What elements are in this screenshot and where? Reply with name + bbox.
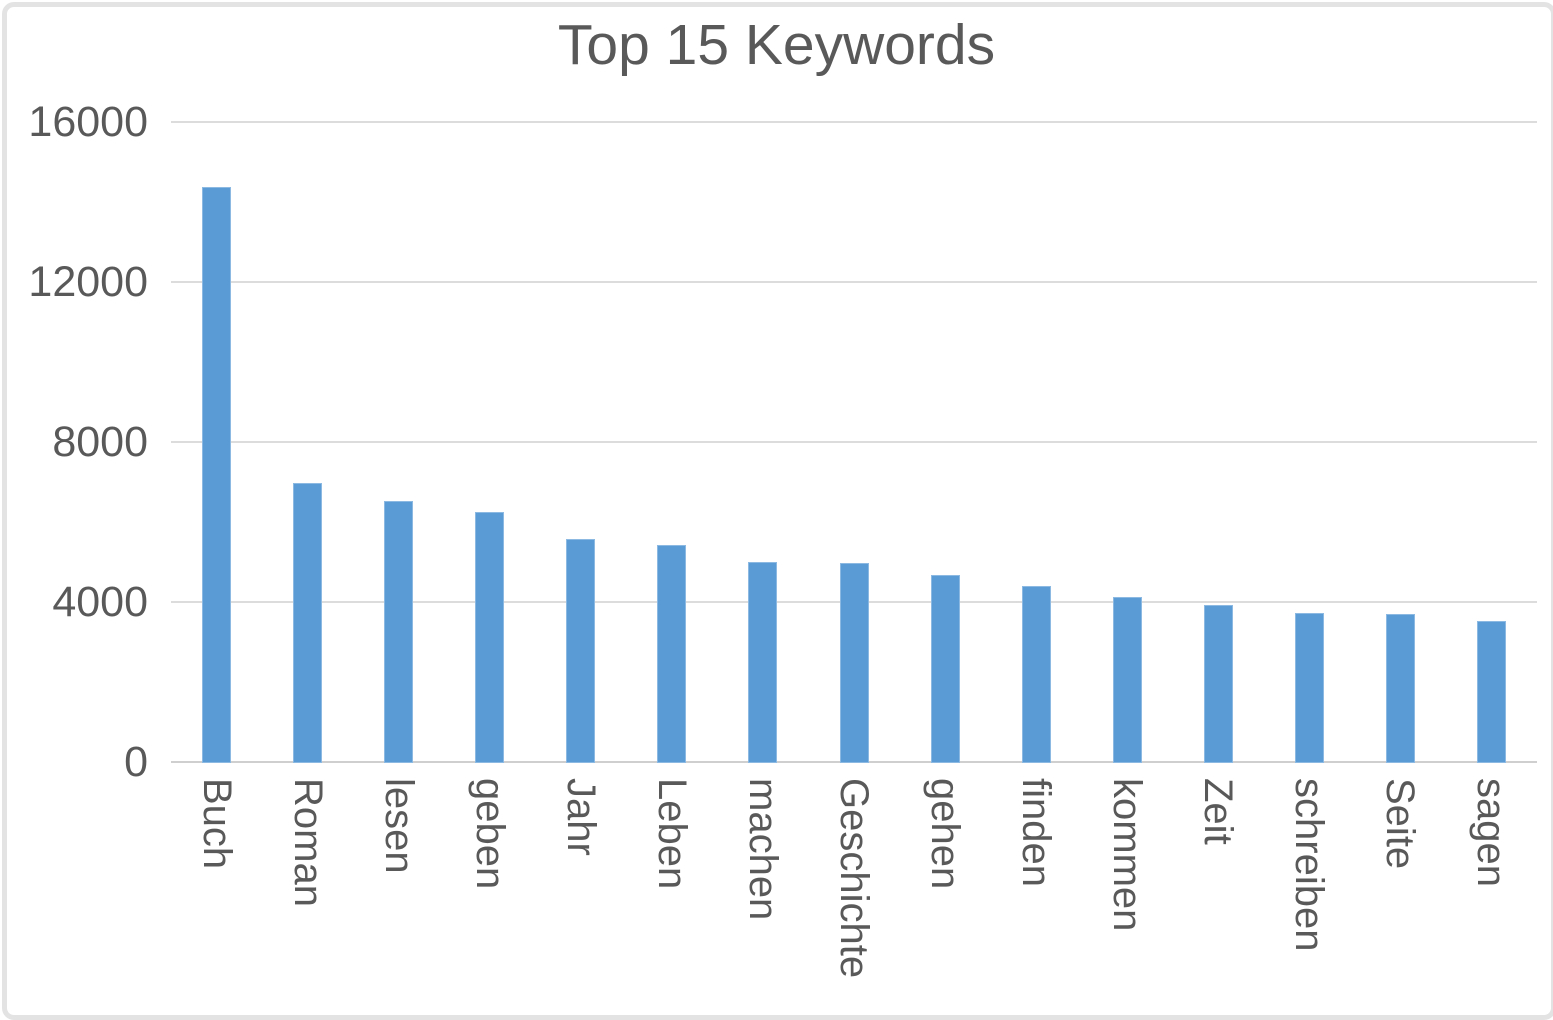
bar-sagen — [1477, 621, 1506, 763]
bar-Geschichte — [840, 563, 869, 763]
x-tick-label-Roman: Roman — [286, 778, 330, 907]
x-tick-label-gehen: gehen — [923, 778, 967, 890]
bar-geben — [475, 512, 504, 763]
bar-Seite — [1386, 614, 1415, 763]
x-tick-label-geben: geben — [468, 778, 512, 890]
x-tick-label-sagen: sagen — [1469, 778, 1513, 887]
x-tick-label-schreiben: schreiben — [1287, 778, 1331, 952]
bar-finden — [1022, 586, 1051, 763]
bar-gehen — [931, 575, 960, 763]
x-tick-label-Geschichte: Geschichte — [832, 778, 876, 979]
y-tick-label-0: 0 — [124, 738, 148, 786]
x-tick-label-lesen: lesen — [377, 778, 421, 874]
bar-kommen — [1113, 597, 1142, 763]
bar-Buch — [202, 187, 231, 763]
bar-Jahr — [566, 539, 595, 763]
y-tick-label-8000: 8000 — [52, 418, 148, 466]
bar-Zeit — [1204, 605, 1233, 763]
bar-Roman — [293, 483, 322, 763]
gridline-16000 — [171, 121, 1537, 123]
x-tick-label-kommen: kommen — [1105, 778, 1149, 932]
gridline-12000 — [171, 281, 1537, 283]
bar-schreiben — [1295, 613, 1324, 763]
y-tick-label-4000: 4000 — [52, 578, 148, 626]
bar-Leben — [657, 545, 686, 763]
bar-lesen — [384, 501, 413, 763]
bar-machen — [748, 562, 777, 763]
y-tick-label-12000: 12000 — [28, 258, 148, 306]
y-tick-label-16000: 16000 — [28, 98, 148, 146]
gridline-8000 — [171, 441, 1537, 443]
x-tick-label-finden: finden — [1014, 778, 1058, 887]
chart-title: Top 15 Keywords — [557, 13, 996, 77]
x-tick-label-Jahr: Jahr — [559, 778, 603, 856]
x-tick-label-Leben: Leben — [650, 778, 694, 890]
x-tick-label-machen: machen — [741, 778, 785, 921]
x-tick-label-Zeit: Zeit — [1196, 778, 1240, 845]
x-tick-label-Buch: Buch — [195, 778, 239, 870]
x-tick-label-Seite: Seite — [1378, 778, 1422, 870]
